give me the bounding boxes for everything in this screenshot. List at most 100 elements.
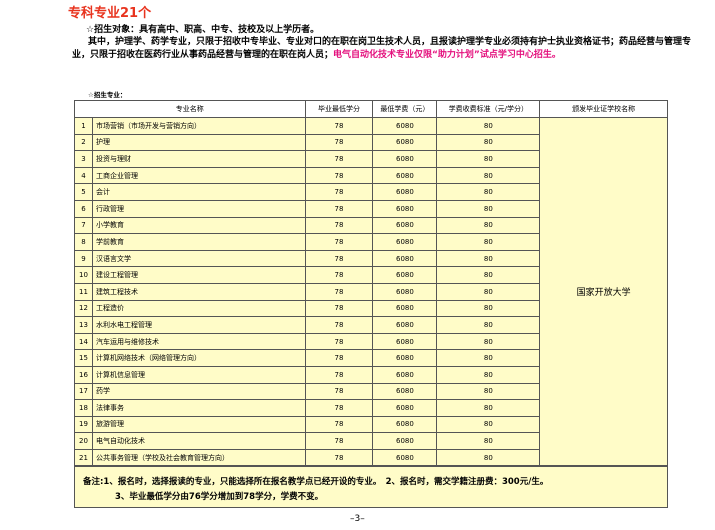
row-number: 1: [74, 117, 93, 135]
min-credits: 78: [304, 316, 374, 334]
major-name: 电气自动化技术: [91, 432, 306, 450]
min-credits: 78: [304, 448, 374, 467]
detail: 其中，护理学、药学专业，只限于招收中专毕业、专业对口的在职在岗卫生技术人员，且报…: [72, 37, 692, 60]
min-fee: 6080: [372, 166, 438, 185]
table-row: 3 投资与理财 78 6080 80: [74, 150, 668, 168]
row-number: 18: [74, 399, 93, 417]
major-name: 建筑工程技术: [91, 282, 306, 301]
row-number: 13: [74, 316, 93, 334]
min-credits: 78: [304, 133, 374, 152]
min-credits: 78: [304, 150, 374, 168]
column-header: 学费收费标准（元/学分）: [436, 100, 541, 118]
row-number: 16: [74, 365, 93, 384]
table-row: 13 水利水电工程管理 78 6080 80: [74, 316, 668, 334]
note: 3、毕业最低学分由76学分增加到78学分，学费不变。: [115, 492, 324, 502]
major-name: 药学: [91, 382, 306, 401]
table-row: 18 法律事务 78 6080 80: [74, 399, 668, 417]
fee-per-credit: 80: [436, 282, 541, 301]
min-fee: 6080: [372, 133, 438, 152]
min-fee: 6080: [372, 365, 438, 384]
table-row: 14 汽车运用与维修技术 78 6080 80: [74, 332, 668, 351]
notes: 备注:1、报名时，选择报读的专业，只能选择所在报名教学点已经开设的专业。 2、报…: [74, 466, 668, 508]
min-fee: 6080: [372, 117, 438, 135]
major-name: 计算机网络技术（网络管理方向）: [91, 349, 306, 367]
major-name: 旅游管理: [91, 415, 306, 434]
row-number: 19: [74, 415, 93, 434]
min-credits: 78: [304, 199, 374, 218]
fee-per-credit: 80: [436, 399, 541, 417]
row-number: 5: [74, 183, 93, 201]
row-number: 7: [74, 216, 93, 235]
school-name: 国家开放大学: [539, 116, 668, 467]
table-row: 11 建筑工程技术 78 6080 80: [74, 282, 668, 301]
major-name: 汽车运用与维修技术: [91, 332, 306, 351]
fee-per-credit: 80: [436, 183, 541, 201]
fee-per-credit: 80: [436, 266, 541, 284]
column-header: 颁发毕业证学校名称: [539, 100, 668, 118]
table-row: 15 计算机网络技术（网络管理方向） 78 6080 80: [74, 349, 668, 367]
min-credits: 78: [304, 183, 374, 201]
fee-per-credit: 80: [436, 249, 541, 268]
row-number: 4: [74, 166, 93, 185]
major-name: 投资与理财: [91, 150, 306, 168]
title: 专科专业21个: [68, 6, 152, 21]
major-name: 学前教育: [91, 233, 306, 251]
column-header: 毕业最低学分: [304, 100, 374, 118]
min-fee: 6080: [372, 216, 438, 235]
major-name: 工商企业管理: [91, 166, 306, 185]
min-credits: 78: [304, 432, 374, 450]
min-credits: 78: [304, 415, 374, 434]
row-number: 17: [74, 382, 93, 401]
min-credits: 78: [304, 332, 374, 351]
major-name: 汉语言文学: [91, 249, 306, 268]
table-row: 21 公共事务管理（学校及社会教育管理方向） 78 6080 80: [74, 448, 668, 467]
row-number: 21: [74, 448, 93, 467]
major-name: 计算机信息管理: [91, 365, 306, 384]
min-fee: 6080: [372, 150, 438, 168]
min-fee: 6080: [372, 266, 438, 284]
note: 备注:1、报名时，选择报读的专业，只能选择所在报名教学点已经开设的专业。 2、报…: [83, 477, 549, 487]
min-fee: 6080: [372, 349, 438, 367]
row-number: 6: [74, 199, 93, 218]
min-credits: 78: [304, 299, 374, 318]
fee-per-credit: 80: [436, 166, 541, 185]
target: ☆招生对象：具有高中、职高、中专、技校及以上学历者。: [86, 25, 320, 35]
row-number: 12: [74, 299, 93, 318]
fee-per-credit: 80: [436, 415, 541, 434]
min-fee: 6080: [372, 199, 438, 218]
row-number: 20: [74, 432, 93, 450]
major-name: 护理: [91, 133, 306, 152]
fee-per-credit: 80: [436, 150, 541, 168]
fee-per-credit: 80: [436, 448, 541, 467]
row-number: 3: [74, 150, 93, 168]
row-number: 9: [74, 249, 93, 268]
min-fee: 6080: [372, 432, 438, 450]
min-fee: 6080: [372, 233, 438, 251]
min-credits: 78: [304, 365, 374, 384]
min-fee: 6080: [372, 316, 438, 334]
fee-per-credit: 80: [436, 316, 541, 334]
min-fee: 6080: [372, 183, 438, 201]
table-row: 5 会计 78 6080 80: [74, 183, 668, 201]
header-row: 专业名称 毕业最低学分 最低学费（元） 学费收费标准（元/学分） 颁发毕业证学校…: [74, 100, 668, 118]
row-number: 11: [74, 282, 93, 301]
fee-per-credit: 80: [436, 365, 541, 384]
table-row: 9 汉语言文学 78 6080 80: [74, 249, 668, 268]
detail-paragraph: 其中，护理学、药学专业，只限于招收中专毕业、专业对口的在职在岗卫生技术人员，且报…: [72, 36, 704, 62]
min-fee: 6080: [372, 382, 438, 401]
table-row: 16 计算机信息管理 78 6080 80: [74, 365, 668, 384]
row-number: 10: [74, 266, 93, 284]
min-credits: 78: [304, 216, 374, 235]
table-row: 2 护理 78 6080 80: [74, 133, 668, 152]
min-fee: 6080: [372, 415, 438, 434]
row-number: 8: [74, 233, 93, 251]
major-name: 行政管理: [91, 199, 306, 218]
fee-per-credit: 80: [436, 382, 541, 401]
min-credits: 78: [304, 349, 374, 367]
table-row: 4 工商企业管理 78 6080 80: [74, 166, 668, 185]
min-fee: 6080: [372, 249, 438, 268]
min-credits: 78: [304, 117, 374, 135]
row-number: 2: [74, 133, 93, 152]
min-credits: 78: [304, 249, 374, 268]
